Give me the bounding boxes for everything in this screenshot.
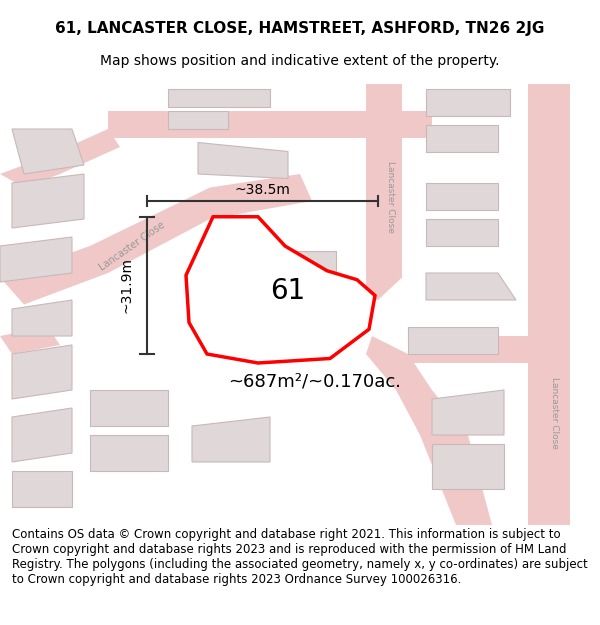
Polygon shape [276, 251, 336, 278]
Text: Contains OS data © Crown copyright and database right 2021. This information is : Contains OS data © Crown copyright and d… [12, 528, 588, 586]
Text: ~31.9m: ~31.9m [119, 257, 133, 313]
Polygon shape [12, 345, 72, 399]
Text: 61, LANCASTER CLOSE, HAMSTREET, ASHFORD, TN26 2JG: 61, LANCASTER CLOSE, HAMSTREET, ASHFORD,… [55, 21, 545, 36]
Text: ~38.5m: ~38.5m [234, 182, 290, 197]
Polygon shape [0, 237, 72, 282]
Polygon shape [426, 89, 510, 116]
Polygon shape [366, 336, 492, 525]
Polygon shape [432, 444, 504, 489]
Polygon shape [168, 89, 270, 106]
Polygon shape [0, 327, 60, 354]
Polygon shape [198, 142, 288, 179]
Text: 61: 61 [271, 277, 305, 305]
Polygon shape [90, 435, 168, 471]
Polygon shape [408, 327, 498, 354]
Polygon shape [12, 471, 72, 507]
Polygon shape [12, 174, 84, 228]
Polygon shape [426, 273, 516, 300]
Polygon shape [528, 84, 570, 525]
Polygon shape [90, 390, 168, 426]
Text: Lancaster Close: Lancaster Close [97, 219, 167, 272]
Polygon shape [108, 111, 432, 138]
Polygon shape [204, 246, 270, 278]
Polygon shape [0, 129, 120, 188]
Polygon shape [366, 84, 402, 300]
Polygon shape [426, 219, 498, 246]
Polygon shape [0, 174, 312, 304]
Polygon shape [12, 129, 84, 174]
Text: Lancaster Close: Lancaster Close [551, 376, 560, 449]
Polygon shape [408, 336, 528, 363]
Text: Lancaster Close: Lancaster Close [386, 161, 395, 232]
Polygon shape [426, 183, 498, 210]
Text: ~687m²/~0.170ac.: ~687m²/~0.170ac. [228, 372, 401, 390]
Polygon shape [12, 300, 72, 336]
Text: Map shows position and indicative extent of the property.: Map shows position and indicative extent… [100, 54, 500, 68]
Polygon shape [168, 111, 228, 129]
Polygon shape [12, 408, 72, 462]
Polygon shape [186, 217, 375, 363]
Polygon shape [426, 124, 498, 151]
Polygon shape [432, 390, 504, 435]
Polygon shape [192, 417, 270, 462]
